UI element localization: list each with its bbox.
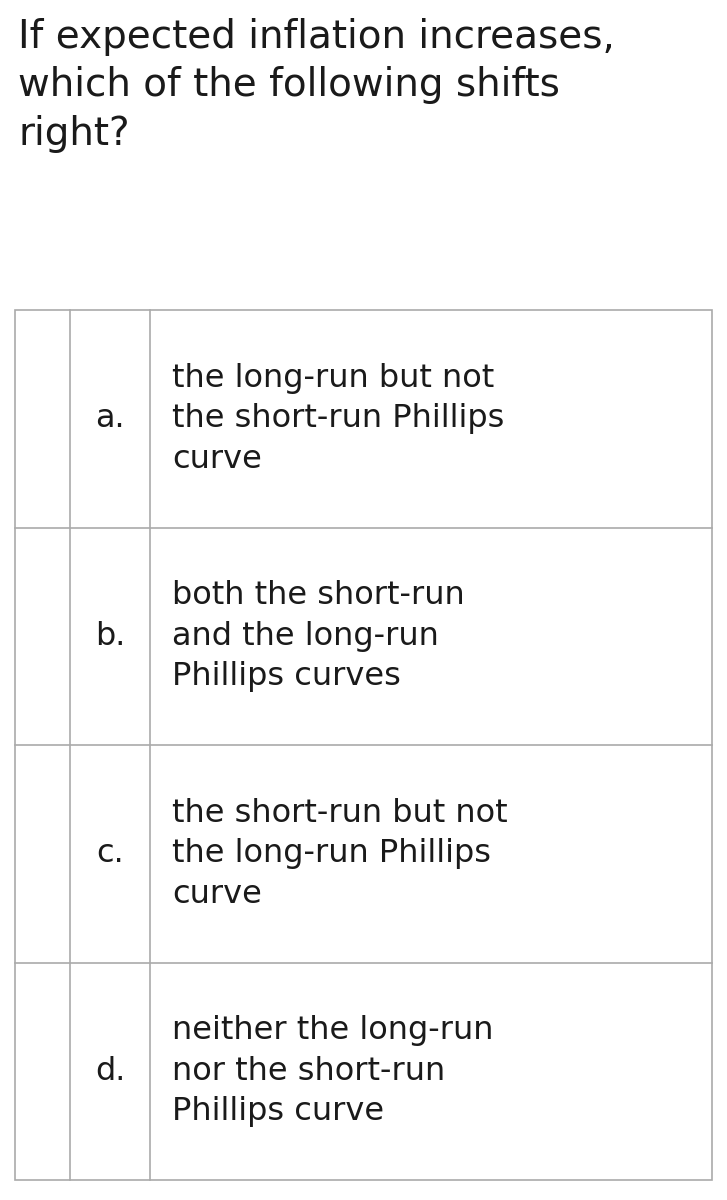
Text: c.: c. bbox=[96, 839, 124, 869]
Text: the short-run but not
the long-run Phillips
curve: the short-run but not the long-run Phill… bbox=[172, 798, 507, 910]
Text: If expected inflation increases,
which of the following shifts
right?: If expected inflation increases, which o… bbox=[18, 18, 615, 152]
Text: both the short-run
and the long-run
Phillips curves: both the short-run and the long-run Phil… bbox=[172, 580, 465, 692]
Bar bbox=[15, 310, 712, 1180]
Text: a.: a. bbox=[95, 403, 125, 434]
Text: the long-run but not
the short-run Phillips
curve: the long-run but not the short-run Phill… bbox=[172, 362, 505, 475]
Text: neither the long-run
nor the short-run
Phillips curve: neither the long-run nor the short-run P… bbox=[172, 1015, 494, 1127]
Text: b.: b. bbox=[95, 620, 125, 652]
Text: d.: d. bbox=[95, 1056, 125, 1087]
